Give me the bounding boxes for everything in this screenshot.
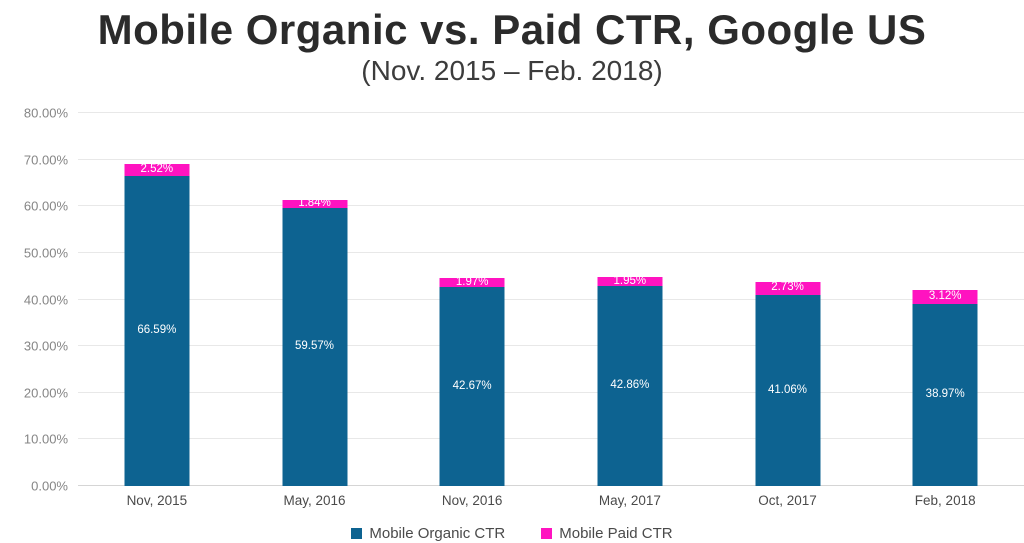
bar-group-may-2017: 42.86% 1.95% <box>551 113 709 486</box>
bar-segment-organic-feb-2018[interactable]: 38.97% <box>912 304 978 486</box>
legend-label-mobile-organic-ctr: Mobile Organic CTR <box>369 525 506 542</box>
legend-item-mobile-paid-ctr[interactable]: Mobile Paid CTR <box>541 525 673 542</box>
gridline-20-00 <box>78 391 1024 393</box>
y-tick-80-00: 80.00% <box>23 105 68 121</box>
bar-group-may-2016: 59.57% 1.84% <box>236 113 394 486</box>
x-tick-nov-2015: Nov, 2015 <box>126 493 188 508</box>
gridline-70-00 <box>78 158 1024 160</box>
bar-stack-nov-2016: 42.67% 1.97% <box>439 113 505 486</box>
data-label-organic-oct-2017: 41.06% <box>768 383 808 396</box>
bar-group-feb-2018: 38.97% 3.12% <box>866 113 1024 486</box>
y-tick-70-00: 70.00% <box>23 152 68 168</box>
x-tick-nov-2016: Nov, 2016 <box>441 493 503 508</box>
legend: Mobile Organic CTR Mobile Paid CTR <box>0 525 1024 542</box>
data-label-organic-nov-2015: 66.59% <box>137 324 177 337</box>
bar-segment-organic-oct-2017[interactable]: 41.06% <box>755 294 821 486</box>
bar-segment-paid-oct-2017[interactable]: 2.73% <box>755 281 821 295</box>
y-axis: 0.00% 10.00% 20.00% 30.00% 40.00% 50.00% 60.00… <box>0 106 68 494</box>
x-axis: Nov, 2015 May, 2016 Nov, 2016 May, 2017 Oct,… <box>78 493 1024 508</box>
data-label-organic-may-2016: 59.57% <box>294 340 334 353</box>
y-tick-60-00: 60.00% <box>23 198 68 214</box>
bar-segment-paid-feb-2018[interactable]: 3.12% <box>912 289 978 305</box>
bar-stack-may-2016: 59.57% 1.84% <box>282 113 347 486</box>
gridline-80-00 <box>78 112 1024 113</box>
data-label-paid-may-2017: 1.95% <box>613 274 647 287</box>
legend-label-mobile-paid-ctr: Mobile Paid CTR <box>559 525 673 542</box>
data-label-paid-nov-2015: 2.52% <box>140 162 174 175</box>
data-label-paid-nov-2016: 1.97% <box>455 275 489 288</box>
bar-segment-paid-may-2017[interactable]: 1.95% <box>597 274 663 287</box>
bar-segment-organic-nov-2015[interactable]: 66.59% <box>124 175 190 486</box>
plot-area: 66.59% 2.52% 59.57% 1.84% 42.67% 1.97% 42.86% 1… <box>78 112 1024 486</box>
gridline-50-00 <box>78 251 1024 253</box>
x-tick-oct-2017: Oct, 2017 <box>758 493 817 508</box>
chart-area: 0.00% 10.00% 20.00% 30.00% 40.00% 50.00% 60.00… <box>0 101 1024 543</box>
bar-segment-organic-nov-2016[interactable]: 42.67% <box>439 287 505 486</box>
data-label-paid-feb-2018: 3.12% <box>928 290 962 303</box>
gridline-0-00 <box>78 485 1024 486</box>
bar-segment-paid-may-2016[interactable]: 1.84% <box>282 197 347 210</box>
y-tick-50-00: 50.00% <box>23 245 68 261</box>
bars-container: 66.59% 2.52% 59.57% 1.84% 42.67% 1.97% 42.86% 1… <box>78 113 1024 486</box>
bar-stack-oct-2017: 41.06% 2.73% <box>755 113 821 486</box>
gridline-60-00 <box>78 205 1024 207</box>
bar-group-nov-2015: 66.59% 2.52% <box>78 113 236 486</box>
data-label-paid-may-2016: 1.84% <box>298 197 331 210</box>
bar-segment-organic-may-2017[interactable]: 42.86% <box>597 286 663 486</box>
chart-subtitle: (Nov. 2015 – Feb. 2018) <box>361 55 663 87</box>
chart-canvas: Mobile Organic vs. Paid CTR, Google US (… <box>0 6 1024 543</box>
chart-title: Mobile Organic vs. Paid CTR, Google US <box>97 6 927 53</box>
bar-segment-organic-may-2016[interactable]: 59.57% <box>282 208 347 486</box>
gridline-40-00 <box>78 298 1024 300</box>
bar-stack-may-2017: 42.86% 1.95% <box>597 113 663 486</box>
data-label-organic-nov-2016: 42.67% <box>452 379 492 392</box>
legend-swatch-organic-icon <box>351 528 363 539</box>
x-tick-may-2017: May, 2017 <box>598 493 661 508</box>
data-label-paid-oct-2017: 2.73% <box>771 281 804 294</box>
bar-stack-feb-2018: 38.97% 3.12% <box>912 113 978 486</box>
gridline-30-00 <box>78 345 1024 347</box>
y-tick-20-00: 20.00% <box>23 385 68 401</box>
bar-stack-nov-2015: 66.59% 2.52% <box>124 113 190 486</box>
y-tick-30-00: 30.00% <box>23 338 68 354</box>
legend-item-mobile-organic-ctr[interactable]: Mobile Organic CTR <box>351 525 505 542</box>
bar-segment-paid-nov-2015[interactable]: 2.52% <box>124 162 190 176</box>
bar-group-nov-2016: 42.67% 1.97% <box>393 113 551 486</box>
x-tick-feb-2018: Feb, 2018 <box>914 493 976 508</box>
data-label-organic-feb-2018: 38.97% <box>925 388 965 401</box>
x-tick-may-2016: May, 2016 <box>283 493 346 508</box>
y-tick-10-00: 10.00% <box>23 431 68 447</box>
gridline-10-00 <box>78 438 1024 440</box>
legend-swatch-paid-icon <box>541 528 553 539</box>
data-label-organic-may-2017: 42.86% <box>610 379 650 392</box>
bar-segment-paid-nov-2016[interactable]: 1.97% <box>439 275 505 288</box>
y-tick-0-00: 0.00% <box>31 478 68 494</box>
y-tick-40-00: 40.00% <box>23 292 68 307</box>
bar-group-oct-2017: 41.06% 2.73% <box>709 113 867 486</box>
